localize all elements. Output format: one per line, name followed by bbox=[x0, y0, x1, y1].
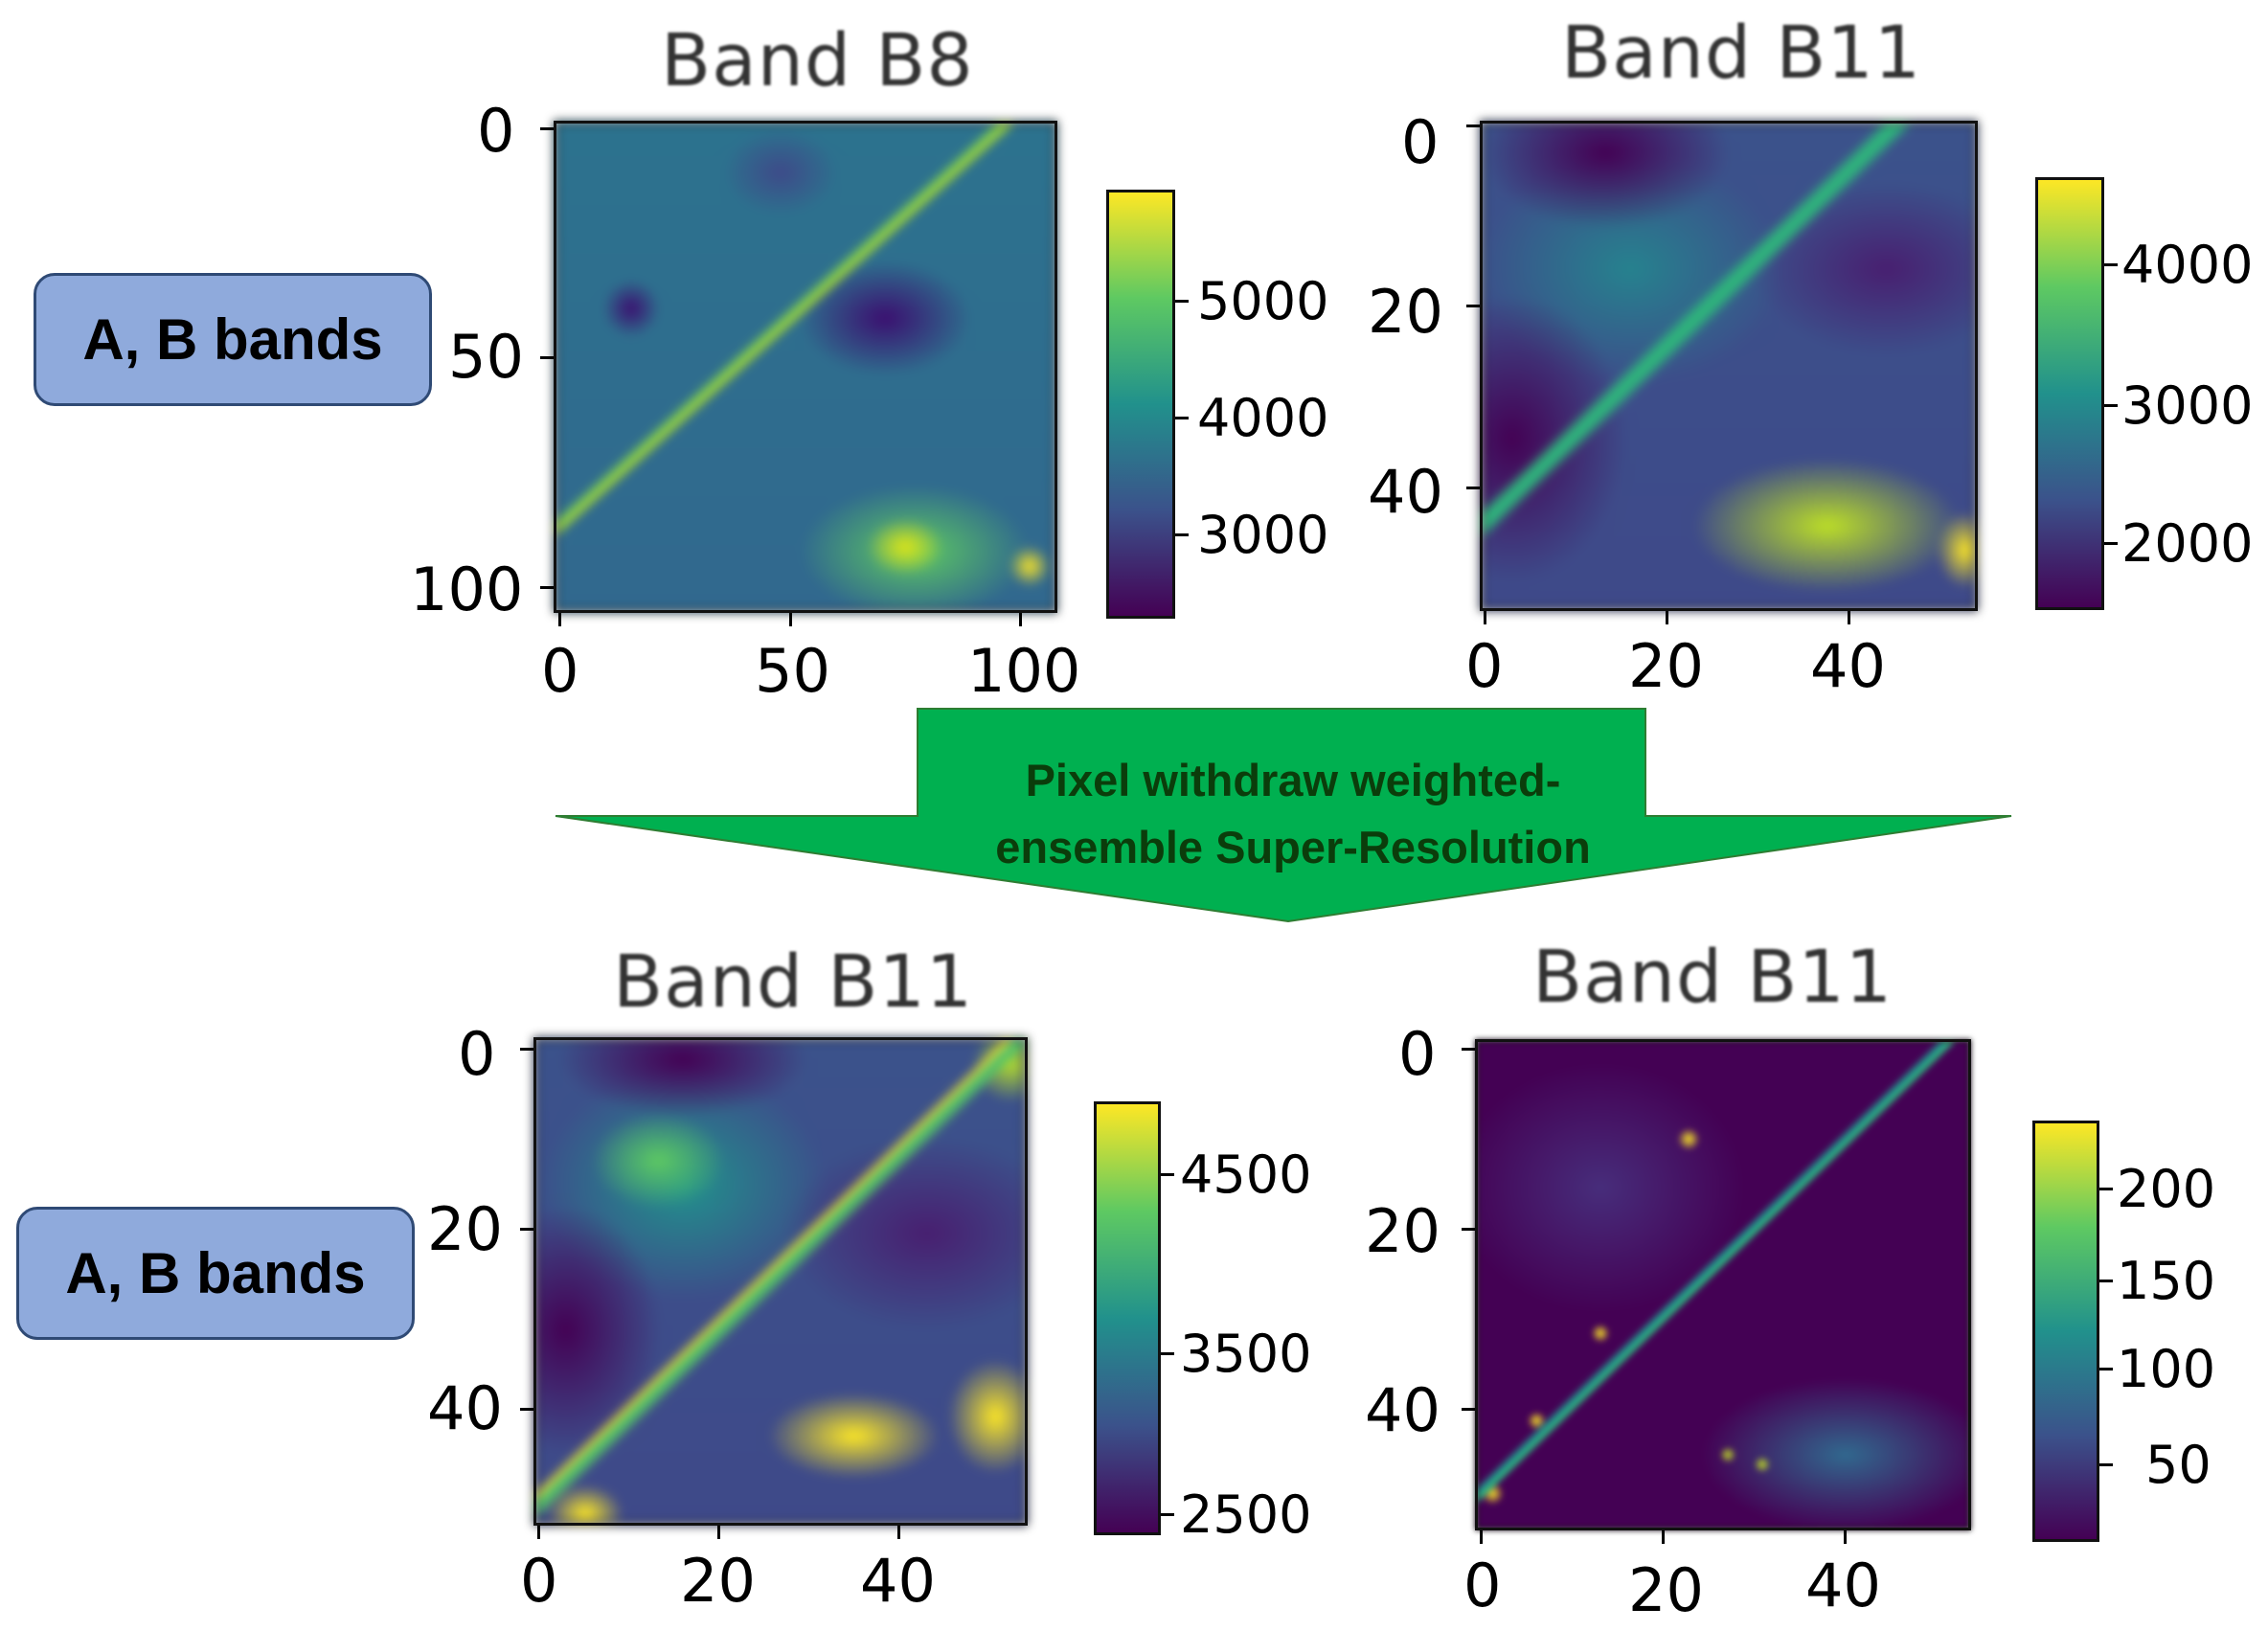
y-tick-label: 50 bbox=[448, 322, 524, 392]
heatmap-image bbox=[1480, 121, 1978, 611]
colorbar-tick-label: 4000 bbox=[2121, 235, 2254, 295]
y-tick-label: 20 bbox=[1365, 1196, 1440, 1266]
x-tick-mark bbox=[537, 1526, 540, 1539]
heatmap-image bbox=[1475, 1039, 1971, 1530]
x-tick-mark bbox=[1666, 611, 1668, 624]
colorbar-tick-label: 3000 bbox=[2121, 375, 2254, 436]
x-tick-mark bbox=[1662, 1530, 1665, 1544]
colorbar-tick-label: 100 bbox=[2117, 1339, 2216, 1399]
colorbar-tick-label: 4500 bbox=[1180, 1144, 1312, 1205]
heatmap-frame bbox=[554, 121, 1057, 613]
x-tick-label: 20 bbox=[1628, 631, 1704, 701]
colorbar-tick-label: 4000 bbox=[1197, 388, 1329, 448]
colorbar bbox=[1094, 1101, 1161, 1535]
arrow-polygon bbox=[555, 708, 2012, 923]
heatmap-frame bbox=[533, 1037, 1028, 1526]
panel-title: Band B11 bbox=[1561, 10, 1922, 95]
band-label-top: A, B bands bbox=[34, 273, 432, 406]
colorbar-tick-mark bbox=[2104, 263, 2118, 266]
colorbar-tick-mark bbox=[1175, 417, 1189, 419]
y-tick-label: 20 bbox=[1368, 277, 1443, 347]
y-tick-mark bbox=[1466, 305, 1480, 307]
colorbar-tick-mark bbox=[1175, 300, 1189, 303]
x-tick-label: 40 bbox=[1805, 1551, 1881, 1620]
colorbar-tick-label: 2000 bbox=[2121, 513, 2254, 574]
y-tick-label: 100 bbox=[410, 555, 524, 624]
x-tick-label: 0 bbox=[541, 636, 579, 706]
x-tick-label: 0 bbox=[1465, 631, 1504, 701]
colorbar bbox=[1106, 190, 1175, 619]
x-tick-mark bbox=[1844, 1530, 1847, 1544]
colorbar-tick-label: 3500 bbox=[1180, 1324, 1312, 1384]
y-tick-mark bbox=[1462, 1048, 1475, 1051]
colorbar-tick-label: 3000 bbox=[1197, 505, 1329, 565]
x-tick-mark bbox=[558, 613, 561, 626]
arrow-text-line2: ensemble Super-Resolution bbox=[995, 822, 1591, 872]
y-tick-mark bbox=[520, 1408, 533, 1411]
y-tick-mark bbox=[1466, 487, 1480, 489]
colorbar-tick-mark bbox=[2099, 1188, 2113, 1190]
colorbar-tick-label: 5000 bbox=[1197, 271, 1329, 331]
y-tick-mark bbox=[1466, 125, 1480, 127]
x-tick-mark bbox=[1484, 611, 1486, 624]
y-tick-mark bbox=[1462, 1228, 1475, 1231]
x-tick-mark bbox=[1019, 613, 1022, 626]
y-tick-mark bbox=[1462, 1408, 1475, 1411]
y-tick-mark bbox=[520, 1228, 533, 1231]
heatmap-frame bbox=[1480, 121, 1978, 611]
panel-title: Band B11 bbox=[613, 939, 974, 1024]
x-tick-label: 100 bbox=[967, 636, 1081, 706]
x-tick-label: 20 bbox=[1628, 1555, 1704, 1625]
y-tick-label: 0 bbox=[458, 1019, 496, 1089]
y-tick-mark bbox=[520, 1048, 533, 1051]
y-tick-label: 0 bbox=[477, 96, 515, 166]
colorbar-tick-label: 200 bbox=[2117, 1159, 2216, 1219]
colorbar-tick-mark bbox=[2099, 1280, 2113, 1282]
x-tick-label: 50 bbox=[755, 636, 830, 706]
x-tick-mark bbox=[1848, 611, 1850, 624]
x-tick-mark bbox=[1480, 1530, 1483, 1544]
panel-title: Band B11 bbox=[1532, 934, 1894, 1019]
arrow-text: Pixel withdraw weighted- ensemble Super-… bbox=[910, 747, 1676, 881]
y-tick-label: 40 bbox=[1365, 1375, 1440, 1445]
x-tick-mark bbox=[789, 613, 792, 626]
y-tick-label: 20 bbox=[427, 1194, 503, 1264]
colorbar-tick-label: 50 bbox=[2145, 1435, 2211, 1495]
y-tick-mark bbox=[540, 127, 554, 130]
colorbar-tick-mark bbox=[1161, 1513, 1174, 1516]
colorbar-tick-label: 150 bbox=[2117, 1251, 2216, 1311]
y-tick-label: 40 bbox=[427, 1373, 503, 1443]
x-tick-mark bbox=[717, 1526, 720, 1539]
colorbar-tick-mark bbox=[2104, 404, 2118, 407]
x-tick-label: 0 bbox=[520, 1546, 558, 1616]
colorbar bbox=[2035, 177, 2104, 610]
y-tick-label: 0 bbox=[1398, 1019, 1437, 1089]
y-tick-mark bbox=[540, 586, 554, 589]
colorbar-tick-mark bbox=[1175, 533, 1189, 536]
y-tick-label: 40 bbox=[1368, 457, 1443, 527]
band-label-bottom: A, B bands bbox=[16, 1207, 415, 1340]
panel-title: Band B8 bbox=[661, 17, 974, 102]
colorbar-tick-label: 2500 bbox=[1180, 1484, 1312, 1545]
colorbar-tick-mark bbox=[2104, 542, 2118, 545]
x-tick-label: 20 bbox=[680, 1546, 756, 1616]
heatmap-frame bbox=[1475, 1039, 1971, 1530]
colorbar-tick-mark bbox=[1161, 1173, 1174, 1176]
arrow-text-line1: Pixel withdraw weighted- bbox=[1025, 755, 1561, 805]
y-tick-mark bbox=[540, 356, 554, 359]
colorbar bbox=[2032, 1121, 2099, 1542]
x-tick-mark bbox=[897, 1526, 900, 1539]
x-tick-label: 40 bbox=[1810, 631, 1886, 701]
colorbar-tick-mark bbox=[2099, 1463, 2113, 1466]
y-tick-label: 0 bbox=[1401, 107, 1440, 177]
colorbar-tick-mark bbox=[1161, 1352, 1174, 1355]
x-tick-label: 40 bbox=[860, 1546, 936, 1616]
colorbar-tick-mark bbox=[2099, 1368, 2113, 1370]
x-tick-label: 0 bbox=[1463, 1551, 1502, 1620]
